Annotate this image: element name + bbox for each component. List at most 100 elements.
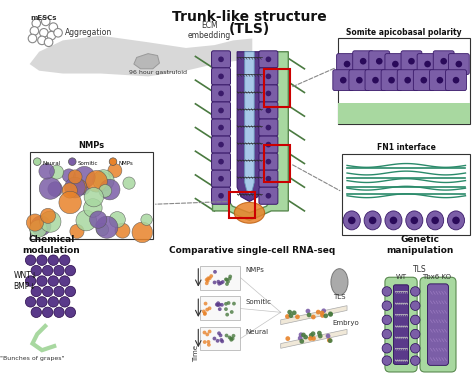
Circle shape bbox=[28, 34, 37, 43]
Circle shape bbox=[408, 58, 415, 65]
Circle shape bbox=[376, 58, 383, 65]
Circle shape bbox=[29, 220, 47, 238]
Circle shape bbox=[224, 278, 228, 281]
Text: "Bunches of grapes": "Bunches of grapes" bbox=[0, 356, 65, 361]
Circle shape bbox=[31, 265, 42, 276]
Text: 96 hour gastruloid: 96 hour gastruloid bbox=[129, 71, 187, 76]
Circle shape bbox=[319, 311, 324, 316]
Circle shape bbox=[356, 77, 363, 83]
Polygon shape bbox=[237, 52, 262, 201]
FancyBboxPatch shape bbox=[200, 296, 240, 320]
Circle shape bbox=[43, 265, 53, 276]
Circle shape bbox=[317, 331, 322, 336]
Circle shape bbox=[453, 77, 459, 83]
Circle shape bbox=[309, 333, 313, 338]
FancyBboxPatch shape bbox=[211, 119, 230, 136]
FancyBboxPatch shape bbox=[30, 152, 153, 240]
Circle shape bbox=[96, 223, 109, 236]
Circle shape bbox=[225, 334, 228, 338]
Circle shape bbox=[210, 274, 213, 278]
Circle shape bbox=[54, 286, 64, 297]
Circle shape bbox=[68, 170, 82, 184]
Circle shape bbox=[382, 329, 392, 339]
Circle shape bbox=[219, 281, 223, 285]
Circle shape bbox=[39, 163, 55, 179]
Circle shape bbox=[39, 177, 61, 199]
Circle shape bbox=[216, 301, 220, 305]
Circle shape bbox=[307, 312, 311, 317]
Circle shape bbox=[59, 191, 82, 214]
Circle shape bbox=[221, 280, 225, 284]
Circle shape bbox=[410, 329, 420, 339]
Circle shape bbox=[369, 217, 376, 224]
Circle shape bbox=[218, 125, 224, 131]
Circle shape bbox=[70, 224, 84, 238]
Circle shape bbox=[218, 303, 221, 307]
Circle shape bbox=[217, 280, 220, 283]
Circle shape bbox=[410, 217, 418, 224]
Circle shape bbox=[203, 311, 207, 315]
FancyBboxPatch shape bbox=[259, 68, 278, 85]
Circle shape bbox=[64, 177, 85, 198]
FancyBboxPatch shape bbox=[385, 54, 406, 74]
Circle shape bbox=[34, 158, 41, 165]
Bar bbox=[264, 69, 290, 107]
FancyBboxPatch shape bbox=[420, 277, 456, 372]
Circle shape bbox=[218, 91, 224, 96]
Circle shape bbox=[205, 281, 209, 285]
Circle shape bbox=[228, 277, 232, 281]
FancyBboxPatch shape bbox=[429, 70, 450, 91]
Circle shape bbox=[410, 301, 420, 310]
Circle shape bbox=[348, 217, 356, 224]
Circle shape bbox=[219, 334, 222, 337]
Circle shape bbox=[26, 255, 36, 265]
FancyBboxPatch shape bbox=[259, 136, 278, 153]
Circle shape bbox=[306, 309, 310, 314]
Circle shape bbox=[76, 210, 97, 231]
Circle shape bbox=[382, 301, 392, 310]
Circle shape bbox=[40, 208, 55, 223]
Circle shape bbox=[60, 297, 70, 307]
Circle shape bbox=[218, 74, 224, 79]
Bar bbox=[337, 103, 470, 124]
Circle shape bbox=[48, 255, 59, 265]
Circle shape bbox=[123, 177, 135, 189]
Circle shape bbox=[96, 216, 118, 238]
Circle shape bbox=[217, 331, 221, 335]
Circle shape bbox=[207, 343, 211, 347]
Circle shape bbox=[32, 19, 41, 27]
Circle shape bbox=[420, 77, 427, 83]
FancyBboxPatch shape bbox=[349, 70, 370, 91]
Circle shape bbox=[218, 56, 224, 62]
Circle shape bbox=[285, 336, 290, 341]
Circle shape bbox=[30, 27, 39, 35]
Circle shape bbox=[65, 307, 75, 318]
Circle shape bbox=[318, 334, 323, 338]
Circle shape bbox=[207, 340, 210, 344]
Circle shape bbox=[265, 142, 271, 147]
Circle shape bbox=[225, 313, 229, 316]
Circle shape bbox=[60, 255, 70, 265]
Circle shape bbox=[229, 337, 233, 340]
Circle shape bbox=[37, 276, 47, 286]
Circle shape bbox=[431, 217, 439, 224]
Circle shape bbox=[43, 307, 53, 318]
Text: WNT↓
BMP↓: WNT↓ BMP↓ bbox=[14, 271, 38, 291]
Circle shape bbox=[48, 297, 59, 307]
FancyBboxPatch shape bbox=[385, 277, 417, 372]
Ellipse shape bbox=[234, 202, 264, 223]
Circle shape bbox=[204, 302, 208, 305]
Text: FN1 interface: FN1 interface bbox=[377, 143, 436, 152]
Circle shape bbox=[372, 77, 379, 83]
Circle shape bbox=[392, 61, 399, 67]
Circle shape bbox=[132, 222, 153, 243]
Circle shape bbox=[90, 211, 107, 228]
FancyBboxPatch shape bbox=[211, 68, 230, 85]
Circle shape bbox=[218, 193, 224, 199]
Text: Tbx6 KO: Tbx6 KO bbox=[421, 274, 451, 280]
Text: NMPs: NMPs bbox=[246, 267, 264, 274]
Circle shape bbox=[37, 297, 47, 307]
FancyBboxPatch shape bbox=[393, 285, 409, 365]
FancyBboxPatch shape bbox=[211, 153, 230, 170]
Circle shape bbox=[206, 276, 210, 280]
